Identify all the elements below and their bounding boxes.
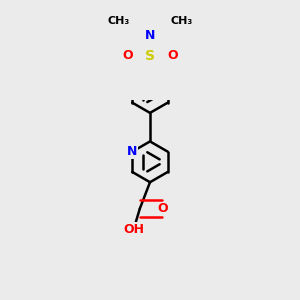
Text: CH₃: CH₃ [170, 16, 193, 26]
Text: N: N [145, 29, 155, 42]
Text: CH₃: CH₃ [107, 16, 130, 26]
Text: O: O [167, 49, 178, 62]
Text: O: O [122, 49, 133, 62]
Text: O: O [157, 202, 167, 215]
Text: S: S [145, 49, 155, 63]
Text: OH: OH [123, 223, 144, 236]
Text: N: N [127, 145, 137, 158]
